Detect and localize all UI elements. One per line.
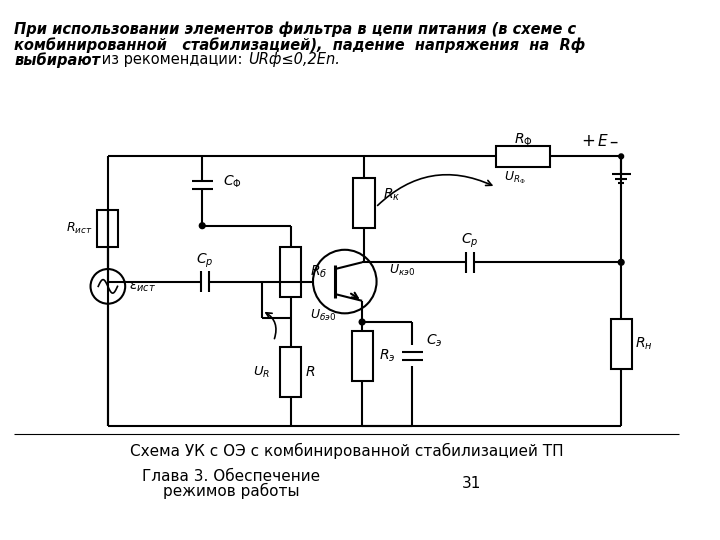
Text: $\varepsilon_{ист}$: $\varepsilon_{ист}$ xyxy=(129,279,156,294)
Bar xyxy=(496,146,550,167)
Text: $R_{б}$: $R_{б}$ xyxy=(310,264,328,280)
Text: режимов работы: режимов работы xyxy=(163,482,300,498)
Circle shape xyxy=(618,259,624,265)
Text: 31: 31 xyxy=(462,476,482,491)
Circle shape xyxy=(359,319,365,325)
Circle shape xyxy=(618,154,624,159)
Text: $R_{э}$: $R_{э}$ xyxy=(379,348,396,364)
Text: –: – xyxy=(609,133,618,151)
Text: URф≤0,2En.: URф≤0,2En. xyxy=(248,52,341,68)
Text: $R_{к}$: $R_{к}$ xyxy=(383,187,401,203)
Text: $C_{р}$: $C_{р}$ xyxy=(462,232,479,250)
Text: +: + xyxy=(582,132,595,150)
Text: $R_{н}$: $R_{н}$ xyxy=(634,336,652,353)
Text: Глава 3. Обеспечение: Глава 3. Обеспечение xyxy=(142,469,320,484)
Bar xyxy=(280,347,302,397)
Text: $C_{\Phi}$: $C_{\Phi}$ xyxy=(223,173,242,190)
Text: $R_{ист}$: $R_{ист}$ xyxy=(66,221,92,236)
Circle shape xyxy=(91,269,125,303)
Text: $U_{кэ0}$: $U_{кэ0}$ xyxy=(390,262,415,278)
Text: $R_{\Phi}$: $R_{\Phi}$ xyxy=(513,132,532,148)
Text: из рекомендации:: из рекомендации: xyxy=(97,52,248,68)
Circle shape xyxy=(313,250,377,313)
Text: $C_{р}$: $C_{р}$ xyxy=(197,251,214,269)
Text: Схема УК с ОЭ с комбинированной стабилизацией ТП: Схема УК с ОЭ с комбинированной стабилиз… xyxy=(130,443,564,459)
Text: $R$: $R$ xyxy=(305,365,315,379)
Bar xyxy=(611,319,631,369)
Circle shape xyxy=(199,223,205,228)
Text: $U_{б э 0}$: $U_{б э 0}$ xyxy=(310,308,337,323)
Text: $C_{э}$: $C_{э}$ xyxy=(426,332,442,348)
Bar xyxy=(97,210,119,247)
Bar xyxy=(354,178,374,228)
Bar xyxy=(351,330,373,381)
Text: E: E xyxy=(597,134,607,150)
Text: $U_{R_{\Phi}}$: $U_{R_{\Phi}}$ xyxy=(505,169,526,186)
Text: комбинированной   стабилизацией),  падение  напряжения  на  Rф: комбинированной стабилизацией), падение … xyxy=(14,37,585,53)
Text: выбирают: выбирают xyxy=(14,52,101,68)
Text: При использовании элементов фильтра в цепи питания (в схеме с: При использовании элементов фильтра в це… xyxy=(14,22,577,37)
Text: $U_{R}$: $U_{R}$ xyxy=(253,364,271,380)
Bar xyxy=(280,247,302,297)
